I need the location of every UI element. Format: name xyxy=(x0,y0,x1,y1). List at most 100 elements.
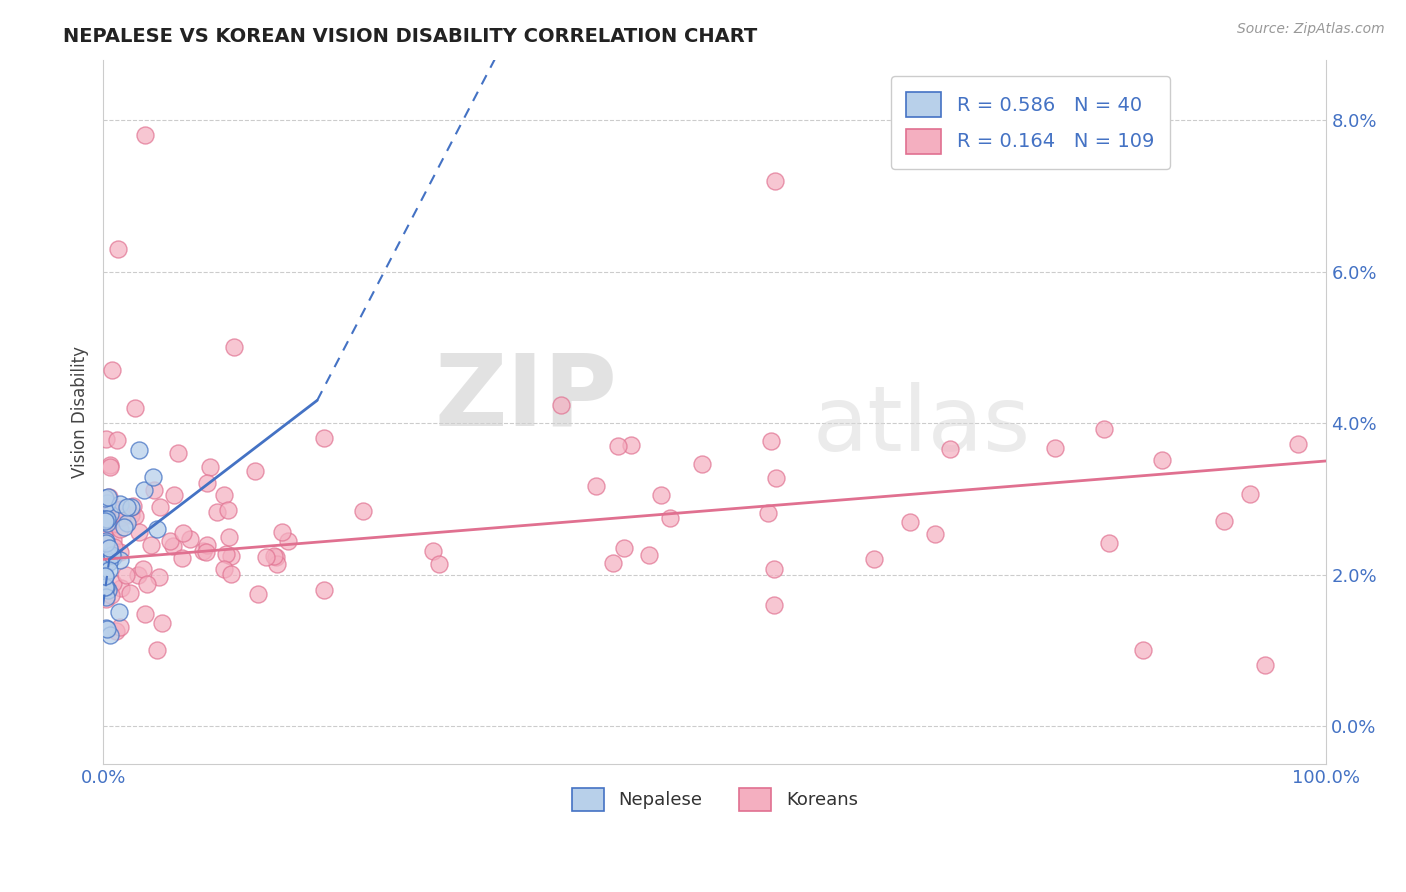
Point xyxy=(150,616,173,631)
Point xyxy=(1152,453,1174,467)
Point xyxy=(692,457,714,471)
Point xyxy=(98,628,121,642)
Point xyxy=(205,505,228,519)
Point xyxy=(124,509,146,524)
Point xyxy=(97,541,120,555)
Point xyxy=(108,544,131,558)
Point xyxy=(314,582,336,597)
Point xyxy=(756,506,779,520)
Point xyxy=(141,537,163,551)
Point xyxy=(862,552,884,566)
Point xyxy=(422,543,444,558)
Point xyxy=(607,439,630,453)
Point xyxy=(110,522,132,536)
Point xyxy=(94,512,117,526)
Point xyxy=(110,501,132,516)
Point xyxy=(98,500,121,514)
Point xyxy=(550,398,572,412)
Point xyxy=(128,443,150,458)
Point xyxy=(98,458,121,472)
Point xyxy=(105,433,128,447)
Point xyxy=(170,550,193,565)
Point xyxy=(1254,658,1277,673)
Point xyxy=(763,174,786,188)
Point xyxy=(96,496,118,510)
Point xyxy=(254,549,277,564)
Point xyxy=(191,544,214,558)
Point xyxy=(759,434,782,448)
Point xyxy=(159,533,181,548)
Point xyxy=(94,511,117,525)
Point xyxy=(98,563,121,577)
Point xyxy=(167,445,190,459)
Point xyxy=(107,606,129,620)
Point xyxy=(427,557,450,571)
Point xyxy=(103,540,125,554)
Point xyxy=(97,490,120,504)
Point xyxy=(637,548,659,562)
Point xyxy=(101,513,124,527)
Point xyxy=(172,525,194,540)
Point xyxy=(132,562,155,576)
Point xyxy=(108,553,131,567)
Point xyxy=(602,556,624,570)
Point xyxy=(111,510,134,524)
Point xyxy=(1092,422,1115,436)
Text: ZIP: ZIP xyxy=(434,349,617,446)
Point xyxy=(108,620,131,634)
Point xyxy=(132,483,155,498)
Point xyxy=(120,508,142,522)
Point xyxy=(101,363,124,377)
Point xyxy=(98,555,121,569)
Point xyxy=(94,621,117,635)
Point xyxy=(93,514,115,528)
Point xyxy=(1239,486,1261,500)
Point xyxy=(763,562,786,576)
Point xyxy=(110,497,132,511)
Point xyxy=(148,570,170,584)
Point xyxy=(134,607,156,622)
Point xyxy=(94,569,117,583)
Point xyxy=(98,460,121,475)
Point xyxy=(1098,536,1121,550)
Point xyxy=(247,586,270,600)
Point xyxy=(277,534,299,549)
Point xyxy=(96,512,118,526)
Point xyxy=(93,568,115,582)
Point xyxy=(143,483,166,497)
Point xyxy=(127,567,149,582)
Point xyxy=(101,550,124,565)
Point xyxy=(146,522,169,536)
Point xyxy=(134,128,156,143)
Point xyxy=(94,550,117,565)
Point xyxy=(110,581,132,595)
Point xyxy=(613,541,636,555)
Point xyxy=(94,580,117,594)
Text: Source: ZipAtlas.com: Source: ZipAtlas.com xyxy=(1237,22,1385,37)
Point xyxy=(97,582,120,597)
Point xyxy=(120,500,142,514)
Point xyxy=(146,643,169,657)
Point xyxy=(94,536,117,550)
Point xyxy=(100,588,122,602)
Point xyxy=(101,575,124,590)
Point xyxy=(650,488,672,502)
Point xyxy=(94,592,117,607)
Point xyxy=(93,576,115,591)
Point xyxy=(148,500,170,514)
Point xyxy=(245,464,267,478)
Point xyxy=(1045,441,1067,455)
Point xyxy=(763,599,786,613)
Point xyxy=(765,471,787,485)
Point xyxy=(620,438,643,452)
Point xyxy=(1132,643,1154,657)
Point xyxy=(120,586,142,600)
Point xyxy=(124,401,146,415)
Point xyxy=(115,568,138,582)
Point xyxy=(195,538,218,552)
Point xyxy=(97,548,120,562)
Point xyxy=(93,528,115,542)
Point xyxy=(96,553,118,567)
Point xyxy=(136,577,159,591)
Point xyxy=(221,549,243,563)
